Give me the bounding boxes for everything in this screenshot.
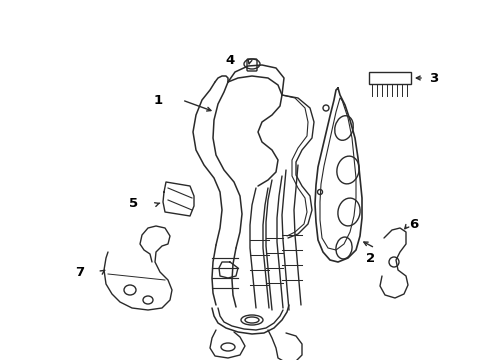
Text: 1: 1 — [154, 94, 163, 107]
Bar — [368, 72, 410, 84]
Text: 6: 6 — [408, 219, 417, 231]
Text: 3: 3 — [428, 72, 437, 85]
Text: 7: 7 — [75, 265, 84, 279]
Text: 5: 5 — [129, 198, 138, 211]
Text: 2: 2 — [365, 252, 374, 265]
Text: 4: 4 — [225, 54, 235, 67]
